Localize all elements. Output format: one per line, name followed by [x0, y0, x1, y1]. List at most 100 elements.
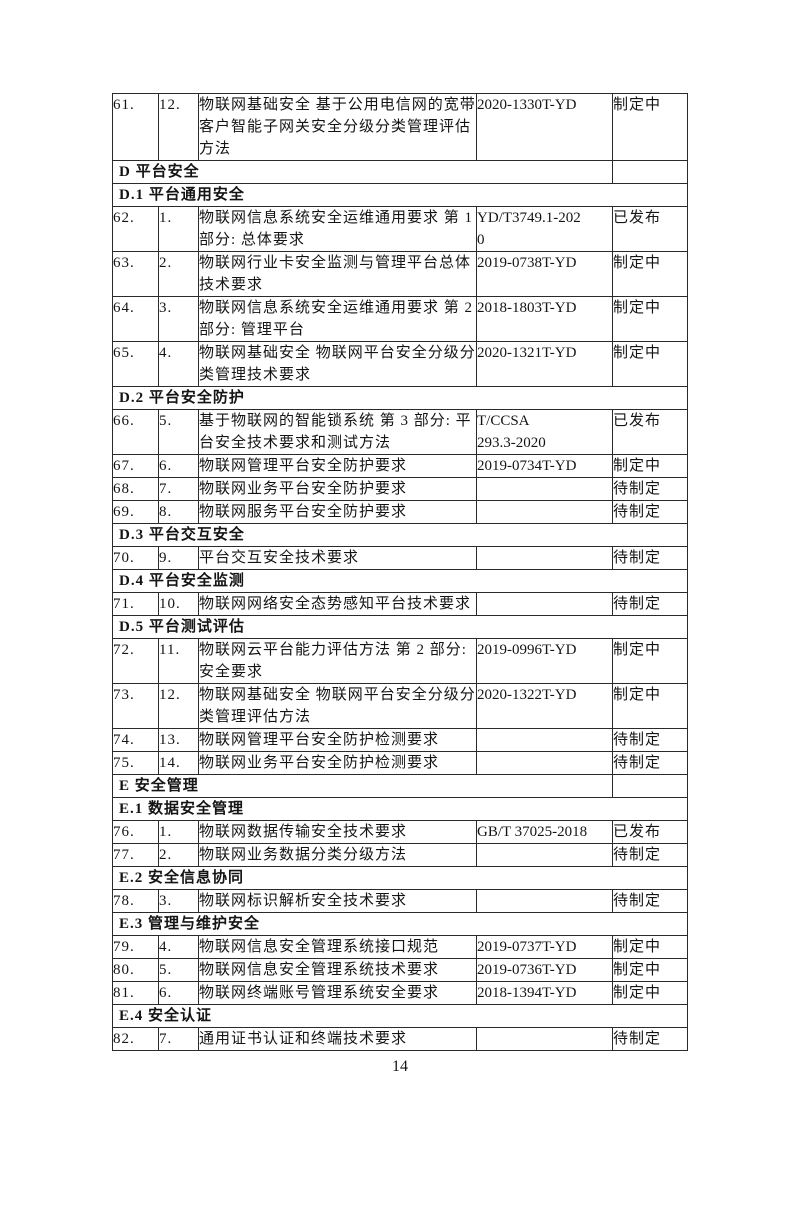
- table-row: 76. 1. 物联网数据传输安全技术要求 GB/T 37025-2018 已发布: [112, 820, 688, 844]
- row-title-cell: 物联网基础安全 物联网平台安全分级分类管理技术要求: [198, 341, 477, 387]
- row-subnumber-cell: 3.: [158, 889, 199, 913]
- table-row: 73. 12. 物联网基础安全 物联网平台安全分级分类管理评估方法 2020-1322…: [112, 683, 688, 729]
- row-number-cell: 66.: [112, 409, 159, 455]
- row-number-cell: 82.: [112, 1027, 159, 1051]
- row-standard-id-cell: 2020-1321T-YD: [476, 341, 613, 387]
- row-status-cell: 已发布: [612, 206, 688, 252]
- row-title-cell: 物联网业务数据分类分级方法: [198, 843, 477, 867]
- row-subnumber-cell: 5.: [158, 958, 199, 982]
- row-standard-id-cell: [476, 843, 613, 867]
- row-title-cell: 物联网管理平台安全防护检测要求: [198, 728, 477, 752]
- row-status-cell: 已发布: [612, 409, 688, 455]
- row-number-cell: 71.: [112, 592, 159, 616]
- row-number-cell: 78.: [112, 889, 159, 913]
- subsection-row: D.5 平台测试评估: [112, 615, 688, 639]
- subsection-label-cell: D.3 平台交互安全: [112, 523, 688, 547]
- row-subnumber-cell: 7.: [158, 1027, 199, 1051]
- row-subnumber-cell: 10.: [158, 592, 199, 616]
- row-standard-id-cell: [476, 477, 613, 501]
- row-status-cell: 制定中: [612, 981, 688, 1005]
- row-standard-id-cell: 2019-0996T-YD: [476, 638, 613, 684]
- table-row: 71. 10. 物联网网络安全态势感知平台技术要求 待制定: [112, 592, 688, 616]
- section-label-cell: D 平台安全: [112, 160, 613, 184]
- row-subnumber-cell: 4.: [158, 935, 199, 959]
- subsection-label-cell: E.1 数据安全管理: [112, 797, 688, 821]
- row-title-cell: 物联网业务平台安全防护检测要求: [198, 751, 477, 775]
- subsection-row: D.1 平台通用安全: [112, 183, 688, 207]
- row-number-cell: 81.: [112, 981, 159, 1005]
- row-standard-id-cell: 2018-1394T-YD: [476, 981, 613, 1005]
- row-subnumber-cell: 1.: [158, 206, 199, 252]
- row-title-cell: 物联网基础安全 物联网平台安全分级分类管理评估方法: [198, 683, 477, 729]
- table-row: 61. 12. 物联网基础安全 基于公用电信网的宽带客户智能子网关安全分级分类管理评…: [112, 93, 688, 161]
- table-row: 68. 7. 物联网业务平台安全防护要求 待制定: [112, 477, 688, 501]
- row-status-cell: 制定中: [612, 251, 688, 297]
- section-row: D 平台安全: [112, 160, 688, 184]
- subsection-label-cell: D.2 平台安全防护: [112, 386, 688, 410]
- row-status-cell: 待制定: [612, 843, 688, 867]
- row-number-cell: 77.: [112, 843, 159, 867]
- subsection-label-cell: D.5 平台测试评估: [112, 615, 688, 639]
- table-row: 72. 11. 物联网云平台能力评估方法 第 2 部分: 安全要求 2019-0996…: [112, 638, 688, 684]
- subsection-label-cell: D.4 平台安全监测: [112, 569, 688, 593]
- row-number-cell: 80.: [112, 958, 159, 982]
- standards-table: 61. 12. 物联网基础安全 基于公用电信网的宽带客户智能子网关安全分级分类管理评…: [112, 93, 688, 1051]
- row-number-cell: 73.: [112, 683, 159, 729]
- row-number-cell: 67.: [112, 454, 159, 478]
- table-row: 66. 5. 基于物联网的智能锁系统 第 3 部分: 平台安全技术要求和测试方法 T/…: [112, 409, 688, 455]
- row-subnumber-cell: 6.: [158, 981, 199, 1005]
- table-row: 65. 4. 物联网基础安全 物联网平台安全分级分类管理技术要求 2020-1321T…: [112, 341, 688, 387]
- row-title-cell: 物联网数据传输安全技术要求: [198, 820, 477, 844]
- row-standard-id-cell: 2018-1803T-YD: [476, 296, 613, 342]
- row-standard-id-cell: 2020-1322T-YD: [476, 683, 613, 729]
- row-status-cell: 待制定: [612, 546, 688, 570]
- row-standard-id-cell: [476, 728, 613, 752]
- row-status-cell: 待制定: [612, 1027, 688, 1051]
- row-subnumber-cell: 12.: [158, 93, 199, 161]
- row-subnumber-cell: 3.: [158, 296, 199, 342]
- row-subnumber-cell: 2.: [158, 251, 199, 297]
- subsection-row: E.3 管理与维护安全: [112, 912, 688, 936]
- row-subnumber-cell: 5.: [158, 409, 199, 455]
- subsection-row: D.4 平台安全监测: [112, 569, 688, 593]
- row-standard-id-cell: YD/T3749.1-202 0: [476, 206, 613, 252]
- row-number-cell: 72.: [112, 638, 159, 684]
- row-standard-id-cell: [476, 592, 613, 616]
- subsection-label-cell: E.3 管理与维护安全: [112, 912, 688, 936]
- row-title-cell: 物联网业务平台安全防护要求: [198, 477, 477, 501]
- row-subnumber-cell: 2.: [158, 843, 199, 867]
- subsection-row: E.4 安全认证: [112, 1004, 688, 1028]
- table-row: 64. 3. 物联网信息系统安全运维通用要求 第 2 部分: 管理平台 2018-18…: [112, 296, 688, 342]
- page-number: 14: [392, 1058, 408, 1075]
- row-title-cell: 物联网网络安全态势感知平台技术要求: [198, 592, 477, 616]
- row-number-cell: 62.: [112, 206, 159, 252]
- table-row: 62. 1. 物联网信息系统安全运维通用要求 第 1 部分: 总体要求 YD/T374…: [112, 206, 688, 252]
- table-row: 79. 4. 物联网信息安全管理系统接口规范 2019-0737T-YD 制定中: [112, 935, 688, 959]
- table-row: 77. 2. 物联网业务数据分类分级方法 待制定: [112, 843, 688, 867]
- row-subnumber-cell: 9.: [158, 546, 199, 570]
- row-subnumber-cell: 6.: [158, 454, 199, 478]
- section-row: E 安全管理: [112, 774, 688, 798]
- row-number-cell: 63.: [112, 251, 159, 297]
- row-status-cell: 待制定: [612, 500, 688, 524]
- row-status-cell: 制定中: [612, 958, 688, 982]
- row-standard-id-cell: [476, 500, 613, 524]
- row-title-cell: 物联网云平台能力评估方法 第 2 部分: 安全要求: [198, 638, 477, 684]
- table-row: 74. 13. 物联网管理平台安全防护检测要求 待制定: [112, 728, 688, 752]
- row-number-cell: 61.: [112, 93, 159, 161]
- row-title-cell: 物联网行业卡安全监测与管理平台总体技术要求: [198, 251, 477, 297]
- row-title-cell: 基于物联网的智能锁系统 第 3 部分: 平台安全技术要求和测试方法: [198, 409, 477, 455]
- row-number-cell: 70.: [112, 546, 159, 570]
- row-status-cell: 待制定: [612, 728, 688, 752]
- row-number-cell: 76.: [112, 820, 159, 844]
- table-row: 78. 3. 物联网标识解析安全技术要求 待制定: [112, 889, 688, 913]
- table-row: 75. 14. 物联网业务平台安全防护检测要求 待制定: [112, 751, 688, 775]
- row-number-cell: 79.: [112, 935, 159, 959]
- row-status-cell: 制定中: [612, 296, 688, 342]
- row-standard-id-cell: T/CCSA 293.3-2020: [476, 409, 613, 455]
- row-subnumber-cell: 8.: [158, 500, 199, 524]
- row-status-cell: 待制定: [612, 889, 688, 913]
- row-standard-id-cell: [476, 1027, 613, 1051]
- table-row: 67. 6. 物联网管理平台安全防护要求 2019-0734T-YD 制定中: [112, 454, 688, 478]
- document-page: 61. 12. 物联网基础安全 基于公用电信网的宽带客户智能子网关安全分级分类管理评…: [0, 93, 800, 1224]
